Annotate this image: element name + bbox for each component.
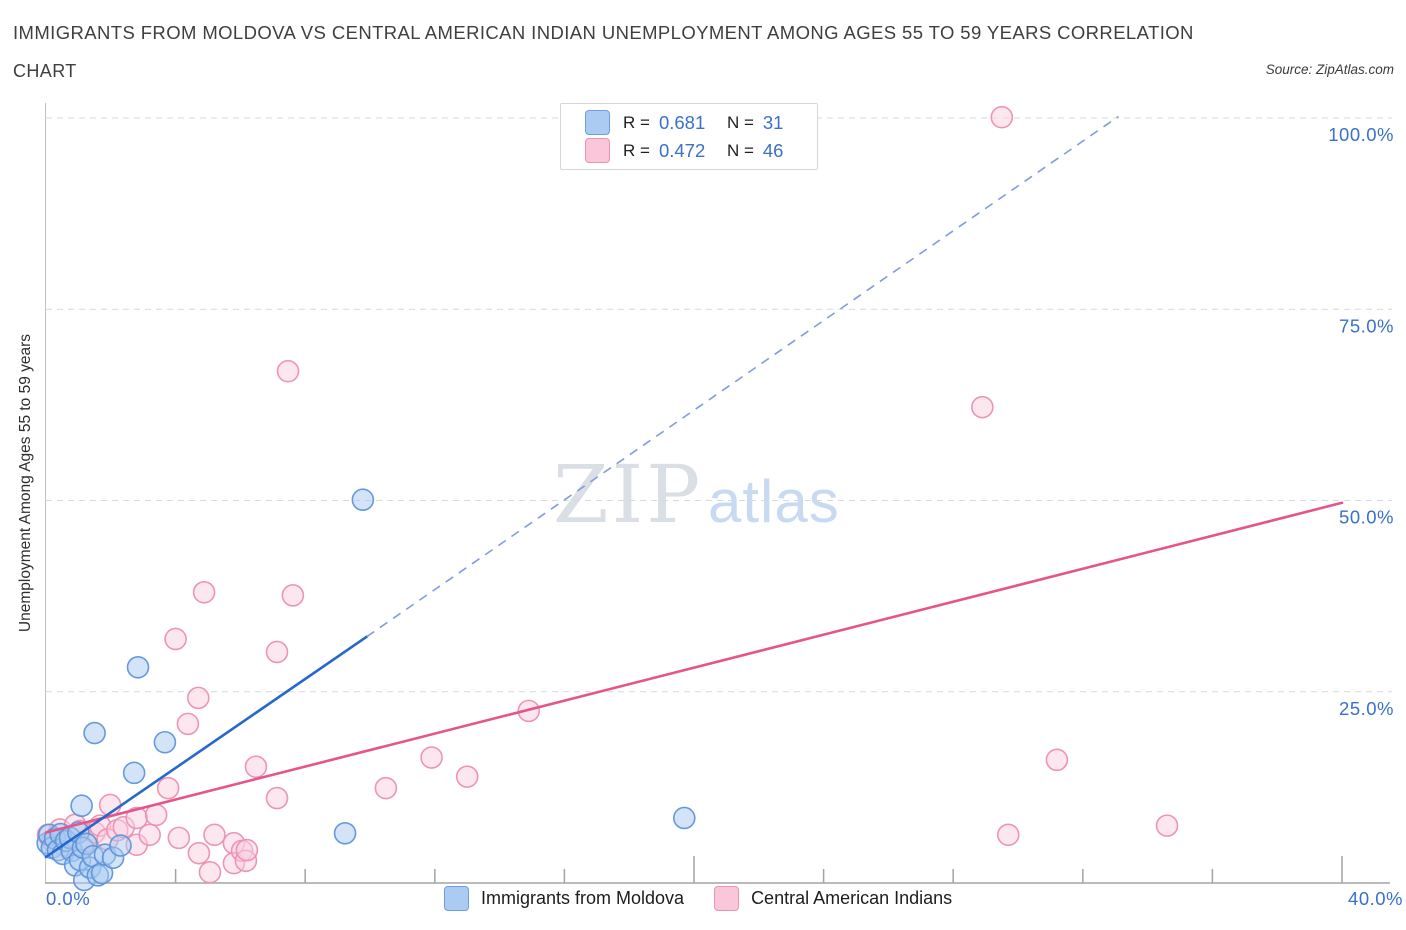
data-point-central-american-indians[interactable] (164, 627, 187, 651)
data-point-central-american-indians[interactable] (265, 640, 289, 664)
data-point-central-american-indians[interactable] (156, 776, 180, 800)
moldova-swatch-icon (585, 110, 610, 135)
data-point-central-american-indians[interactable] (192, 580, 216, 604)
y-axis-title: Unemployment Among Ages 55 to 59 years (17, 333, 34, 633)
y-axis-tick-label: 100.0% (1328, 124, 1394, 145)
data-point-moldova[interactable] (122, 761, 146, 785)
data-point-moldova[interactable] (70, 794, 93, 818)
legend-row-moldova: R = 0.681 N = 31 (585, 110, 817, 135)
data-point-central-american-indians[interactable] (203, 823, 226, 847)
x-axis-max-label: 40.0% (1348, 888, 1403, 909)
trend-line (44, 635, 369, 859)
correlation-legend: R = 0.681 N = 31 R = 0.472 N = 46 (560, 103, 818, 170)
data-point-moldova[interactable] (83, 721, 106, 745)
n-value-central-american: 46 (762, 139, 784, 161)
data-point-central-american-indians[interactable] (176, 712, 200, 736)
data-point-central-american-indians[interactable] (971, 395, 994, 419)
data-point-moldova[interactable] (351, 488, 375, 512)
y-axis-tick-label: 75.0% (1339, 315, 1394, 336)
data-point-central-american-indians[interactable] (281, 584, 305, 607)
n-label: N = (726, 112, 754, 132)
data-point-moldova[interactable] (333, 821, 357, 845)
data-point-central-american-indians[interactable] (187, 841, 211, 865)
data-point-central-american-indians[interactable] (198, 860, 222, 884)
legend-row-central-american: R = 0.472 N = 46 (585, 138, 817, 163)
r-value-central-american: 0.472 (658, 139, 706, 161)
x-axis-min-label: 0.0% (46, 888, 91, 909)
r-label: R = (623, 112, 650, 132)
data-point-central-american-indians[interactable] (996, 823, 1020, 847)
central-american-legend-swatch-icon (714, 886, 740, 911)
moldova-legend-label: Immigrants from Moldova (481, 888, 685, 908)
data-point-central-american-indians[interactable] (1155, 814, 1179, 837)
data-point-central-american-indians[interactable] (276, 359, 300, 383)
moldova-legend-swatch-icon (444, 886, 469, 911)
data-point-central-american-indians[interactable] (186, 686, 210, 710)
central-american-legend-label: Central American Indians (751, 888, 953, 908)
data-point-central-american-indians[interactable] (167, 826, 191, 850)
data-point-central-american-indians[interactable] (265, 786, 289, 810)
data-point-central-american-indians[interactable] (235, 838, 259, 862)
n-value-moldova: 31 (762, 111, 784, 133)
source-attribution: Source: ZipAtlas.com (1265, 62, 1394, 77)
data-point-moldova[interactable] (153, 730, 177, 754)
data-point-central-american-indians[interactable] (990, 105, 1014, 129)
data-point-central-american-indians[interactable] (1045, 748, 1069, 772)
central-american-swatch-icon (585, 138, 610, 163)
data-point-central-american-indians[interactable] (455, 765, 479, 788)
data-point-moldova[interactable] (126, 655, 150, 679)
y-axis-tick-label: 50.0% (1339, 507, 1394, 528)
series-legend: Immigrants from Moldova Central American… (444, 886, 982, 911)
data-point-central-american-indians[interactable] (420, 746, 443, 769)
data-point-central-american-indians[interactable] (138, 823, 161, 847)
page-title: IMMIGRANTS FROM MOLDOVA VS CENTRAL AMERI… (13, 22, 1194, 43)
page-subtitle: CHART (13, 61, 77, 81)
y-axis-tick-label: 25.0% (1339, 698, 1394, 719)
data-point-central-american-indians[interactable] (244, 755, 268, 779)
r-label: R = (623, 140, 650, 160)
r-value-moldova: 0.681 (658, 111, 706, 133)
trend-line (44, 501, 1344, 834)
n-label: N = (726, 140, 754, 160)
data-point-moldova[interactable] (672, 806, 696, 830)
trend-line-extension (366, 115, 1119, 638)
data-point-moldova[interactable] (109, 834, 132, 857)
data-point-central-american-indians[interactable] (374, 776, 398, 800)
